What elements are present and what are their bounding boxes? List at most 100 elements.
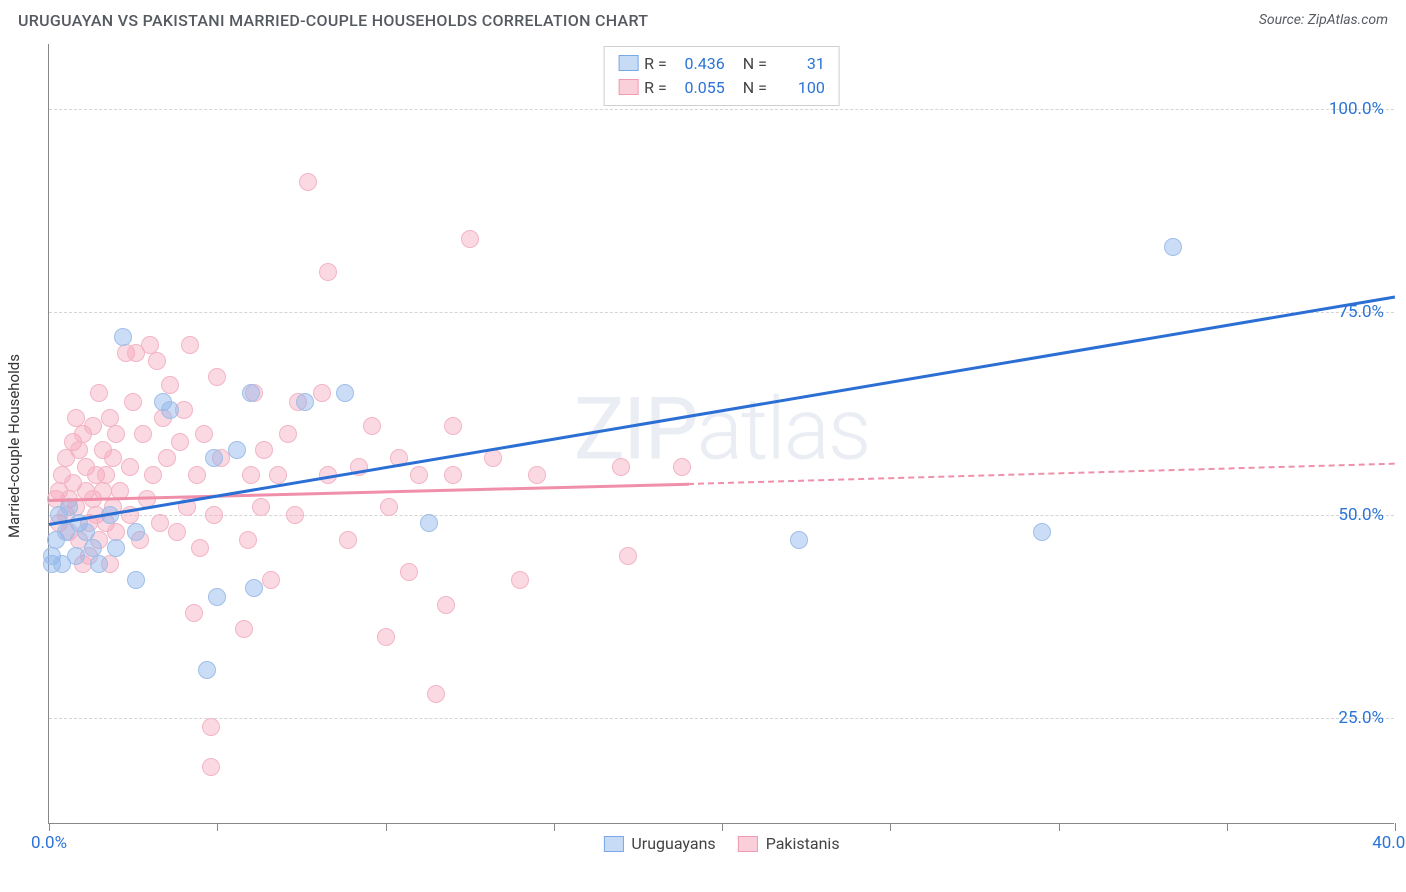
x-tick — [217, 823, 218, 831]
pakistanis-point — [181, 336, 199, 354]
watermark-thin: atlas — [697, 378, 870, 479]
legend-label: Pakistanis — [766, 834, 840, 853]
y-tick-label: 25.0% — [1338, 708, 1384, 728]
pakistanis-point — [269, 466, 287, 484]
pakistanis-point — [97, 466, 115, 484]
pakistanis-point — [511, 571, 529, 589]
pakistanis-point — [144, 466, 162, 484]
pakistanis-point — [444, 466, 462, 484]
pakistanis-point — [299, 173, 317, 191]
uruguayans-point — [208, 588, 226, 606]
r-label: R = — [644, 54, 667, 73]
pakistanis-point — [124, 393, 142, 411]
pakistanis-point — [619, 547, 637, 565]
n-label: N = — [743, 54, 767, 73]
pakistanis-point — [84, 417, 102, 435]
pakistanis-point — [134, 425, 152, 443]
y-axis-label: Married-couple Households — [5, 354, 23, 538]
pakistanis-point — [185, 604, 203, 622]
uruguayans-point — [107, 539, 125, 557]
uruguayans-point — [336, 384, 354, 402]
uruguayans-point — [90, 555, 108, 573]
pakistanis-point — [286, 506, 304, 524]
x-tick — [554, 823, 555, 831]
pakistanis-point — [205, 506, 223, 524]
x-tick-label: 0.0% — [31, 833, 67, 853]
uruguayans-point — [67, 547, 85, 565]
pakistanis-point — [313, 384, 331, 402]
uruguayans-point — [205, 449, 223, 467]
x-tick — [1395, 823, 1396, 831]
pakistanis-point — [400, 563, 418, 581]
pakistanis-point — [168, 523, 186, 541]
legend-swatch — [618, 79, 638, 95]
pakistanis-point — [191, 539, 209, 557]
legend-item: Pakistanis — [738, 834, 840, 853]
source-attribution: Source: ZipAtlas.com — [1259, 12, 1388, 28]
plot-area: ZIPatlas R = 0.436 N = 31 R = 0.055 N = … — [48, 44, 1394, 824]
pakistanis-point — [377, 628, 395, 646]
uruguayans-point — [420, 514, 438, 532]
gridline — [49, 312, 1394, 313]
legend-swatch — [603, 836, 623, 852]
uruguayans-point — [127, 571, 145, 589]
pakistanis-point — [171, 433, 189, 451]
pakistanis-point — [188, 466, 206, 484]
pakistanis-point — [107, 425, 125, 443]
uruguayans-point — [1164, 238, 1182, 256]
legend-item: Uruguayans — [603, 834, 715, 853]
pakistanis-point — [104, 449, 122, 467]
pakistanis-point — [363, 417, 381, 435]
pakistanis-point — [319, 263, 337, 281]
pakistanis-point — [427, 685, 445, 703]
legend-series: Uruguayans Pakistanis — [603, 834, 839, 853]
chart-title: URUGUAYAN VS PAKISTANI MARRIED-COUPLE HO… — [18, 11, 648, 30]
pakistanis-point — [410, 466, 428, 484]
pakistanis-point — [673, 458, 691, 476]
legend-label: Uruguayans — [631, 834, 715, 853]
pakistanis-point — [158, 449, 176, 467]
pakistanis-point — [444, 417, 462, 435]
pakistanis-point — [380, 498, 398, 516]
n-value: 31 — [773, 54, 825, 73]
pakistanis-point — [235, 620, 253, 638]
uruguayans-point — [114, 328, 132, 346]
gridline — [49, 515, 1394, 516]
gridline — [49, 109, 1394, 110]
x-tick — [386, 823, 387, 831]
legend-stats-row: R = 0.055 N = 100 — [618, 75, 825, 99]
pakistanis-point — [121, 458, 139, 476]
pakistanis-point — [279, 425, 297, 443]
r-label: R = — [644, 78, 667, 97]
legend-swatch — [618, 55, 638, 71]
n-label: N = — [743, 78, 767, 97]
pakistanis-point — [252, 498, 270, 516]
legend-stats: R = 0.436 N = 31 R = 0.055 N = 100 — [603, 46, 840, 106]
uruguayans-point — [245, 579, 263, 597]
y-tick-label: 50.0% — [1338, 505, 1384, 525]
pakistanis-point — [612, 458, 630, 476]
pakistanis-point — [461, 230, 479, 248]
pakistanis-point — [202, 758, 220, 776]
uruguayans-point — [296, 393, 314, 411]
uruguayans-point — [228, 441, 246, 459]
pakistanis-trend-extrapolated — [688, 462, 1395, 484]
x-tick — [1059, 823, 1060, 831]
pakistanis-point — [528, 466, 546, 484]
pakistanis-point — [151, 514, 169, 532]
x-tick — [722, 823, 723, 831]
uruguayans-point — [198, 661, 216, 679]
legend-swatch — [738, 836, 758, 852]
x-tick-label: 40.0% — [1372, 833, 1406, 853]
r-value: 0.436 — [673, 54, 725, 73]
pakistanis-point — [437, 596, 455, 614]
legend-stats-row: R = 0.436 N = 31 — [618, 51, 825, 75]
pakistanis-point — [242, 466, 260, 484]
pakistanis-point — [202, 718, 220, 736]
uruguayans-point — [161, 401, 179, 419]
title-bar: URUGUAYAN VS PAKISTANI MARRIED-COUPLE HO… — [0, 0, 1406, 40]
uruguayans-point — [790, 531, 808, 549]
pakistanis-point — [208, 368, 226, 386]
x-tick — [1227, 823, 1228, 831]
y-tick-label: 100.0% — [1329, 99, 1384, 119]
